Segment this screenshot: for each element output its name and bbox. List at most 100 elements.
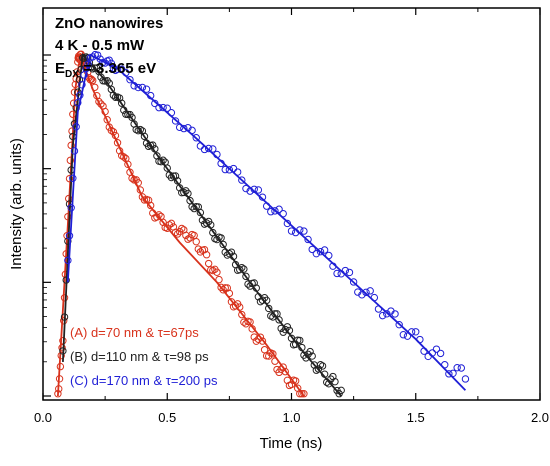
x-tick-label: 0.0 (34, 410, 52, 425)
data-point (236, 265, 244, 274)
legend-entry-a: (A) d=70 nm & τ=67ps (70, 325, 199, 340)
data-point (178, 224, 186, 233)
data-point (192, 237, 200, 246)
data-point (316, 361, 325, 369)
series-group (59, 52, 345, 398)
y-axis-label: Intensity (arb. units) (8, 138, 25, 270)
data-point (296, 336, 304, 345)
x-tick-label: 2.0 (531, 410, 549, 425)
data-point (304, 235, 312, 244)
data-point (308, 352, 316, 360)
data-point (358, 291, 366, 299)
title-line-1: ZnO nanowires (55, 15, 163, 32)
data-point (312, 249, 321, 258)
data-point (267, 208, 275, 216)
y-axis-ticks (43, 54, 51, 397)
edx-suffix: = 3.365 eV (79, 60, 156, 77)
data-point (204, 259, 213, 268)
data-point (64, 256, 72, 265)
edx-prefix: E (55, 60, 65, 77)
data-point (445, 370, 453, 378)
data-point (275, 316, 283, 324)
data-point (180, 124, 188, 133)
data-point (258, 296, 267, 304)
data-point (238, 176, 246, 184)
data-point (318, 362, 327, 370)
data-point (204, 144, 213, 153)
edx-subscript: DX (65, 69, 79, 80)
data-point (128, 113, 136, 122)
data-point (265, 304, 273, 313)
data-point (78, 81, 86, 89)
data-point (196, 208, 205, 217)
data-point (349, 278, 358, 286)
data-point (221, 165, 229, 174)
data-point (412, 328, 420, 336)
data-point (95, 97, 103, 106)
data-point (171, 117, 180, 125)
data-point (213, 268, 221, 276)
data-point (298, 390, 306, 398)
data-point (163, 164, 171, 172)
data-point (331, 377, 339, 386)
data-point (163, 104, 171, 112)
data-point (300, 227, 308, 235)
data-point (103, 116, 111, 124)
x-axis-label: Time (ns) (260, 435, 323, 452)
data-point (159, 218, 167, 227)
data-point (215, 275, 223, 284)
data-point (362, 288, 370, 297)
data-point (159, 103, 167, 112)
data-point (225, 166, 234, 174)
x-tick-label: 1.0 (282, 410, 300, 425)
data-point (209, 145, 217, 153)
data-point (200, 245, 209, 254)
data-point (167, 219, 176, 228)
x-tick-label: 0.5 (158, 410, 176, 425)
data-point (140, 132, 149, 141)
edx-annotation: EDX = 3.365 eV (55, 60, 156, 80)
data-point (260, 346, 269, 354)
fit-line (62, 52, 342, 397)
data-point (69, 110, 77, 118)
data-point (184, 235, 192, 243)
data-point (345, 268, 354, 277)
data-point (107, 126, 116, 135)
data-point (60, 317, 68, 325)
data-point (169, 172, 178, 180)
data-point (333, 269, 341, 278)
data-point (281, 367, 289, 376)
data-point (97, 73, 105, 81)
series-group (54, 50, 308, 398)
data-point (113, 65, 122, 73)
data-point (366, 287, 374, 295)
data-point (136, 125, 145, 134)
data-point (180, 188, 188, 197)
data-point (173, 230, 182, 238)
data-point (219, 286, 227, 294)
data-point (329, 372, 337, 381)
data-point (436, 349, 445, 358)
data-point (134, 83, 142, 92)
data-point (391, 310, 399, 318)
data-point (399, 331, 408, 339)
data-point (238, 310, 246, 319)
data-point (231, 302, 240, 310)
data-point (117, 99, 126, 107)
data-point (395, 320, 403, 329)
data-point (202, 219, 211, 227)
data-point (283, 219, 292, 228)
data-point (120, 153, 128, 161)
data-point (74, 99, 82, 107)
data-point (256, 333, 265, 341)
data-point (287, 227, 296, 235)
data-point (279, 363, 287, 371)
data-point (378, 311, 387, 320)
data-point (432, 345, 441, 353)
data-point (254, 186, 263, 194)
data-point (242, 272, 250, 281)
data-point (271, 207, 279, 215)
x-axis-ticks: 0.0 0.5 1.0 1.5 2.0 (34, 8, 549, 425)
data-point (196, 248, 205, 256)
